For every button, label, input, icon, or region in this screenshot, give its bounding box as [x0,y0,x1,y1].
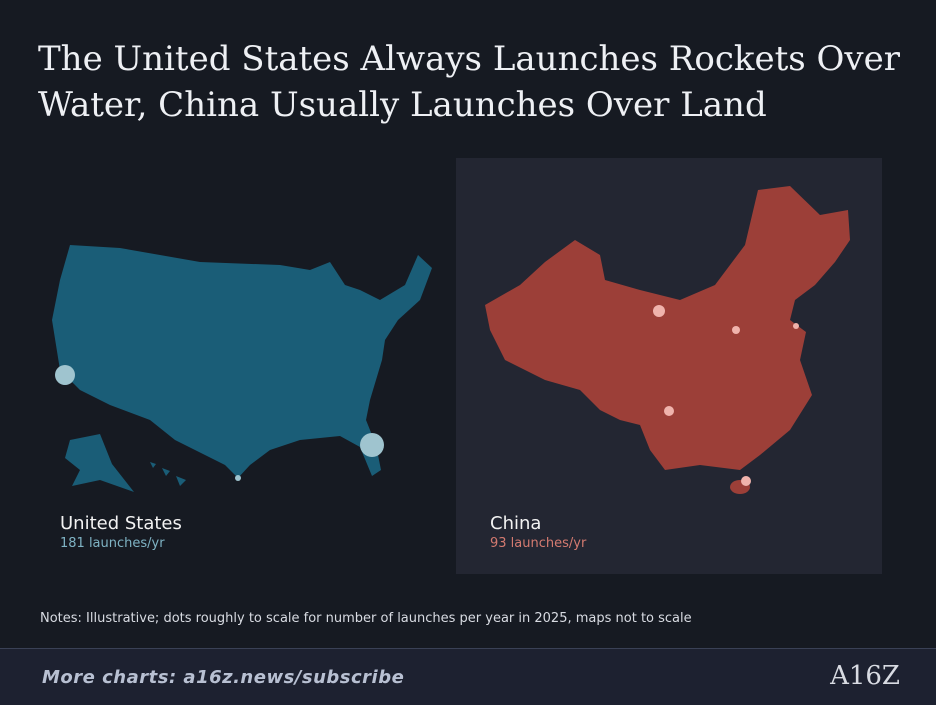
launch-dot [732,326,740,334]
panel-name: United States [60,513,182,534]
logo: A16Z [830,661,900,691]
launch-dot [793,323,799,329]
panel-name: China [490,513,542,534]
notes: Notes: Illustrative; dots roughly to sca… [40,611,692,626]
launch-dot [235,475,241,481]
launch-dot [741,476,751,486]
footer: More charts: a16z.news/subscribe A16Z [0,648,936,705]
launch-count: 181 launches/yr [60,536,165,551]
launch-count: 93 launches/yr [490,536,587,551]
china-map [485,186,850,470]
title: The United States Always Launches Rocket… [38,39,900,125]
launch-dot [653,305,665,317]
footer-link[interactable]: More charts: a16z.news/subscribe [42,667,405,688]
hawaii-map [150,462,186,486]
launch-dot [664,406,674,416]
alaska-map [65,434,134,492]
launch-dot [360,433,384,457]
launch-dot [55,365,75,385]
maps [52,186,850,494]
us-map [52,245,432,478]
